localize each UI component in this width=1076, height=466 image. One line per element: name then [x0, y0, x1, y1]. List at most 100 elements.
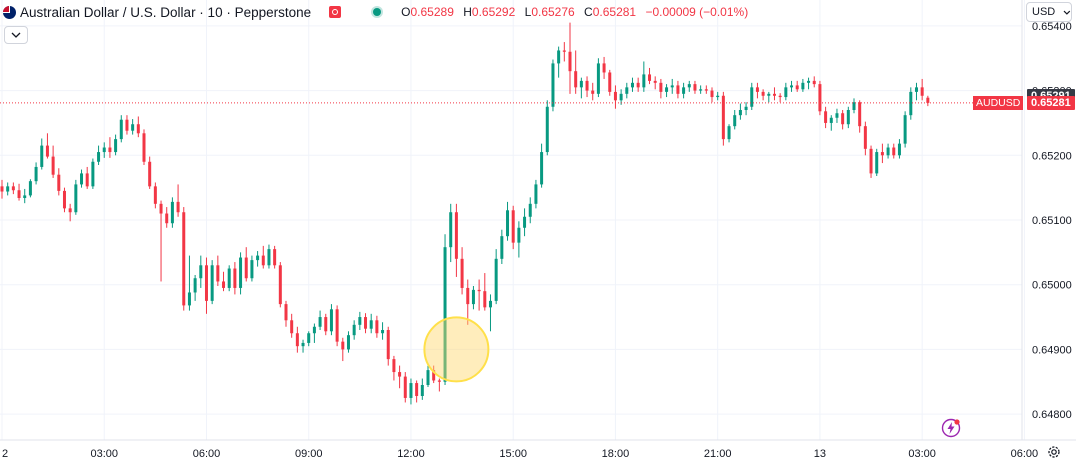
- candle-body: [670, 85, 674, 88]
- open-label: O: [401, 5, 411, 19]
- candle-body: [483, 291, 487, 308]
- candle-body: [506, 210, 510, 237]
- candle-body: [227, 268, 231, 288]
- candle-body: [852, 102, 856, 110]
- x-tick-label: 06:00: [1011, 448, 1039, 460]
- candle-body: [841, 113, 845, 125]
- candle-body: [392, 359, 396, 373]
- candle-body: [68, 208, 72, 213]
- bolt-icon[interactable]: [941, 418, 961, 438]
- candle-body: [693, 84, 697, 91]
- candle-body: [642, 74, 646, 88]
- candle-body: [608, 72, 612, 92]
- price-axis[interactable]: 0.654000.653000.652000.651000.650000.649…: [1032, 21, 1072, 421]
- candle-body: [466, 287, 470, 305]
- open-value: 0.65289: [410, 5, 454, 19]
- candle-body: [148, 161, 152, 187]
- y-tick-label: 0.65100: [1032, 215, 1072, 227]
- candle-body: [119, 119, 123, 140]
- candle-body: [131, 124, 135, 131]
- candle-body: [324, 317, 328, 332]
- chevron-down-icon: [1063, 10, 1071, 15]
- candle-body: [443, 247, 447, 382]
- candle-body: [562, 50, 566, 52]
- candle-body: [778, 95, 782, 98]
- candle-body: [97, 152, 101, 162]
- candle-body: [795, 85, 799, 90]
- candle-body: [880, 152, 884, 156]
- x-tick-label: 21:00: [704, 448, 732, 460]
- collapse-legend-button[interactable]: [4, 26, 28, 44]
- candle-body: [341, 341, 345, 350]
- candle-body: [619, 93, 623, 101]
- aud-usd-flag-icon: [3, 5, 16, 19]
- candle-body: [665, 87, 669, 92]
- candle-body: [534, 184, 538, 204]
- candle-body: [432, 370, 436, 381]
- candle-body: [415, 383, 419, 396]
- candle-body: [699, 89, 703, 91]
- x-tick-label: 15:00: [499, 448, 527, 460]
- x-tick-label: 09:00: [295, 448, 323, 460]
- symbol-price-tag: AUDUSD: [973, 95, 1024, 110]
- candle-body: [358, 317, 362, 325]
- candle-body: [250, 260, 254, 279]
- highlight-marker: [423, 316, 490, 383]
- alert-icon[interactable]: [329, 6, 342, 18]
- candle-body: [863, 126, 867, 149]
- candle-body: [568, 51, 572, 72]
- candle-body: [653, 80, 657, 83]
- candle-body: [352, 324, 356, 336]
- candle-body: [846, 110, 850, 125]
- gear-icon[interactable]: [1046, 444, 1062, 460]
- candle-body: [596, 63, 600, 94]
- candle-body: [290, 320, 294, 334]
- time-axis[interactable]: 2 03:00 06:00 09:00 12:00 15:00 18:00 21:00 13 03…: [2, 448, 1038, 460]
- y-tick-label: 0.64900: [1032, 344, 1072, 356]
- candle-body: [34, 166, 38, 182]
- candle-body: [767, 93, 771, 96]
- candle-body: [193, 278, 197, 293]
- symbol-title[interactable]: Australian Dollar / U.S. Dollar · 10 · P…: [20, 4, 312, 20]
- x-tick-label: 18:00: [602, 448, 630, 460]
- candle-body: [91, 161, 95, 187]
- candle-body: [659, 82, 663, 92]
- candle-body: [199, 265, 203, 279]
- candle-body: [216, 265, 220, 282]
- ohlc-values: O0.65289 H0.65292 L0.65276 C0.65281 −0.0…: [401, 5, 754, 19]
- candle-body: [386, 330, 390, 360]
- candle-body: [17, 190, 21, 198]
- candle-body: [909, 91, 913, 116]
- candle-body: [738, 110, 742, 116]
- candle-body: [102, 147, 106, 153]
- candle-body: [772, 93, 776, 96]
- candle-body: [364, 317, 368, 329]
- candle-body: [176, 201, 180, 213]
- candle-body: [500, 236, 504, 259]
- candle-body: [517, 227, 521, 243]
- candle-body: [477, 289, 481, 292]
- candle-body: [204, 265, 208, 301]
- candle-body: [784, 87, 788, 98]
- candle-body: [630, 82, 634, 88]
- x-tick-label: 13: [814, 448, 826, 460]
- candle-body: [153, 186, 157, 204]
- candle-body: [159, 203, 163, 214]
- candle-body: [824, 111, 828, 123]
- candle-body: [398, 372, 402, 377]
- candle-body: [920, 87, 924, 96]
- y-tick-label: 0.65400: [1032, 21, 1072, 33]
- x-tick-label: 03:00: [90, 448, 118, 460]
- candle-body: [727, 126, 731, 140]
- candle-body: [761, 91, 765, 96]
- currency-button[interactable]: USD: [1026, 2, 1072, 22]
- candle-body: [523, 216, 527, 228]
- candle-body: [437, 380, 441, 382]
- candle-body: [182, 212, 186, 306]
- candle-body: [278, 265, 282, 305]
- candle-body: [636, 82, 640, 88]
- candle-body: [125, 119, 129, 131]
- candle-body: [460, 258, 464, 288]
